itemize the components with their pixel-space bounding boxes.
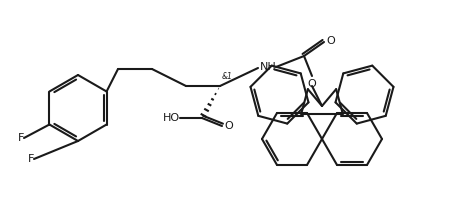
Text: HO: HO (163, 113, 180, 123)
Text: F: F (18, 133, 24, 143)
Text: O: O (308, 79, 316, 89)
Text: F: F (28, 154, 34, 164)
Text: O: O (326, 36, 335, 46)
Text: &1: &1 (222, 72, 233, 81)
Text: NH: NH (260, 62, 277, 72)
Text: O: O (224, 121, 233, 131)
